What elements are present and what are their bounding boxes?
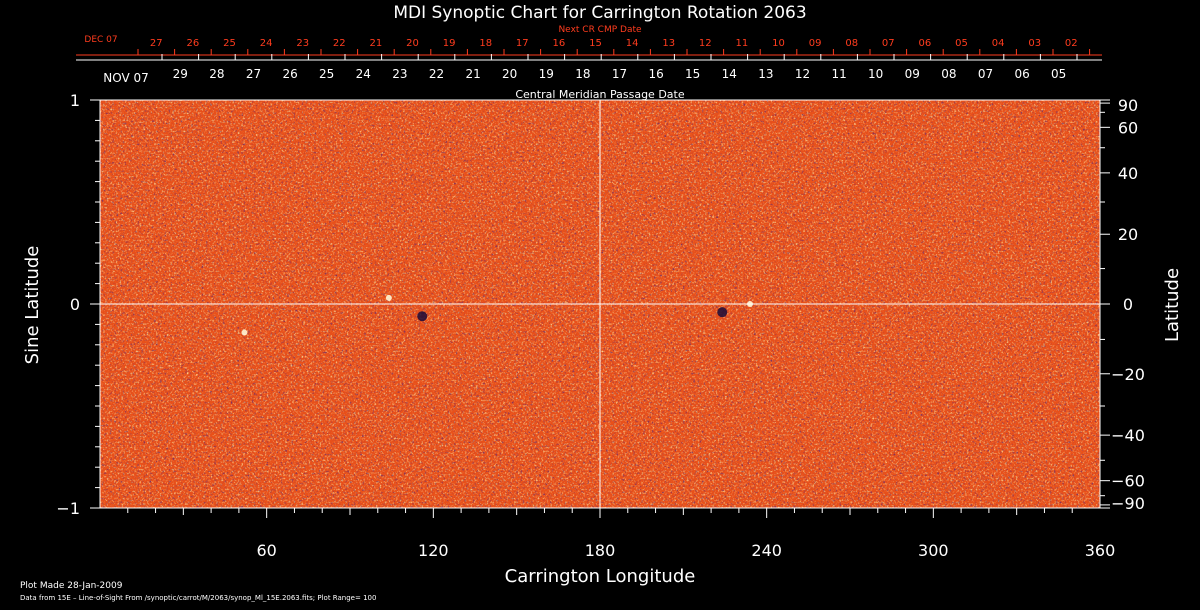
cmp-day-label: 08 [941,67,956,81]
cmp-day-label: 05 [1051,67,1066,81]
cmp-day-label: 22 [429,67,444,81]
next-cmp-day-label: 06 [919,38,932,49]
y-left-tick-label: 1 [70,91,80,110]
magnetic-features [241,294,753,336]
y-right-tick-label: −40 [1111,426,1145,445]
cmp-day-label: 13 [758,67,773,81]
cmp-day-label: 28 [209,67,224,81]
data-source-note: Data from 15E – Line-of-Sight From /syno… [20,594,376,602]
y-right-tick-label: 0 [1123,295,1133,314]
x-tick-label: 240 [751,541,782,560]
next-cmp-day-label: 18 [479,38,492,49]
next-cmp-day-label: 21 [370,38,383,49]
cmp-day-label: 09 [905,67,920,81]
y-left-tick-label: 0 [70,295,80,314]
y-right-tick-label: −20 [1111,365,1145,384]
feature-positive [385,294,392,301]
cmp-day-label: 16 [648,67,663,81]
x-axis-label: Carrington Longitude [505,566,696,587]
y-right-tick-label: 90 [1118,96,1138,115]
next-cmp-day-label: 22 [333,38,346,49]
cmp-day-label: 06 [1014,67,1029,81]
cmp-day-label: 17 [612,67,627,81]
cmp-axis-label: Central Meridian Passage Date [515,88,684,101]
cmp-day-label: 19 [539,67,554,81]
y-axis-right-label: Latitude [1162,268,1183,342]
next-cmp-month: DEC 07 [84,35,117,45]
cmp-day-label: 25 [319,67,334,81]
cmp-day-label: 29 [173,67,188,81]
next-cmp-day-label: 27 [150,38,163,49]
cmp-day-label: 23 [392,67,407,81]
x-tick-label: 300 [918,541,949,560]
x-axis: 60 120 180 240 300 360 [127,508,1116,560]
next-cmp-day-label: 16 [553,38,566,49]
x-tick-label: 120 [418,541,449,560]
next-cmp-day-label: 24 [260,38,273,49]
cmp-month: NOV 07 [103,71,149,85]
next-cmp-day-label: 25 [223,38,236,49]
next-cmp-day-label: 20 [406,38,419,49]
next-cmp-day-label: 19 [443,38,456,49]
next-cmp-day-label: 08 [845,38,858,49]
y-right-tick-label: 40 [1118,164,1138,183]
next-cmp-day-label: 17 [516,38,529,49]
next-cmp-day-label: 13 [662,38,675,49]
cmp-day-label: 14 [722,67,737,81]
cmp-day-label: 21 [465,67,480,81]
x-tick-label: 180 [585,541,616,560]
cmp-axis: 29 28 27 26 25 24 23 22 21 20 19 18 17 16 15 14 13 12 11 10… [76,54,1102,81]
next-cmp-day-label: 23 [296,38,309,49]
next-cmp-day-label: 15 [589,38,602,49]
next-cmp-day-label: 05 [955,38,968,49]
next-cmp-day-label: 26 [187,38,200,49]
y-right-tick-label: 20 [1118,225,1138,244]
y-left-tick-label: −1 [56,499,80,518]
next-cmp-label: Next CR CMP Date [558,25,642,35]
feature-positive [241,329,248,336]
y-axis-left: 1 0 −1 [56,91,100,518]
chart-title: MDI Synoptic Chart for Carrington Rotati… [393,3,806,23]
next-cmp-day-label: 14 [626,38,639,49]
next-cmp-day-label: 03 [1028,38,1041,49]
next-cmp-day-label: 07 [882,38,895,49]
cmp-day-label: 10 [868,67,883,81]
cmp-day-label: 07 [978,67,993,81]
next-cmp-day-label: 04 [992,38,1005,49]
x-tick-label: 60 [256,541,276,560]
cmp-day-label: 15 [685,67,700,81]
cmp-day-label: 24 [356,67,371,81]
next-cmp-day-label: 02 [1065,38,1078,49]
cmp-day-label: 18 [575,67,590,81]
cmp-day-label: 12 [795,67,810,81]
cmp-day-label: 11 [831,67,846,81]
next-cmp-day-label: 12 [699,38,712,49]
plot-made-note: Plot Made 28-Jan-2009 [20,581,123,591]
next-cmp-day-label: 10 [772,38,785,49]
next-cmp-day-label: 09 [809,38,822,49]
cmp-day-label: 20 [502,67,517,81]
y-right-tick-label: −90 [1111,494,1145,513]
x-tick-label: 360 [1085,541,1116,560]
next-cmp-axis: 27 26 25 24 23 22 21 20 19 18 17 16 15 14 13 12 11 10 09 08… [76,38,1102,56]
plot-area [99,99,1101,509]
y-right-tick-label: 60 [1118,118,1138,137]
y-axis-right: 90 60 40 20 0 −20 −40 −60 −90 [1100,96,1145,513]
y-axis-left-label: Sine Latitude [22,246,43,365]
feature-negative [717,307,728,318]
next-cmp-day-label: 11 [736,38,749,49]
feature-negative [417,311,428,322]
cmp-day-label: 27 [246,67,261,81]
cmp-day-label: 26 [282,67,297,81]
y-right-tick-label: −60 [1111,472,1145,491]
